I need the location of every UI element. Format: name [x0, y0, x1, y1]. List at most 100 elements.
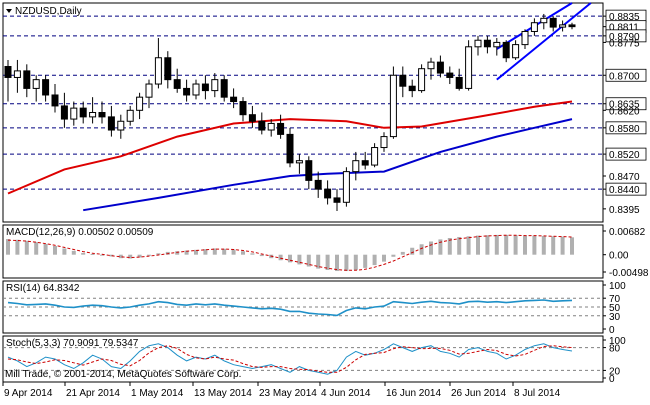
candle [154, 38, 162, 89]
candle [483, 35, 491, 54]
y-tick-label: 100 [609, 336, 626, 347]
candle-body [521, 30, 529, 46]
macd-bar [447, 238, 452, 255]
candle-body [371, 147, 379, 166]
macd-bar [288, 254, 292, 263]
rsi-title: RSI(14) 64.8342 [6, 283, 80, 294]
candle-body [42, 79, 50, 96]
candle [455, 68, 463, 91]
candle-body [380, 136, 388, 149]
candle [305, 156, 313, 190]
candle-body [239, 101, 247, 116]
candle [192, 79, 200, 100]
candle [79, 101, 87, 124]
candle [201, 75, 209, 100]
candle [408, 79, 416, 98]
y-tick-label: 0.8635 [609, 100, 640, 111]
y-tick-label: 0.8470 [609, 172, 640, 183]
candle-body [258, 120, 266, 131]
candle-body [512, 44, 520, 59]
candle [502, 40, 510, 63]
macd-bar [494, 234, 499, 255]
macd-bar [316, 254, 321, 269]
y-tick-label: 0.8440 [609, 185, 640, 196]
macd-bar [551, 236, 556, 255]
candle [239, 97, 247, 122]
y-tick-label: 100 [609, 281, 626, 292]
candle [145, 79, 153, 109]
y-tick-label: 0.8520 [609, 150, 640, 161]
candle-body [136, 96, 144, 111]
x-tick-label: 8 Jul 2014 [514, 388, 561, 399]
candle [164, 51, 172, 89]
macd-signal-line [7, 234, 573, 271]
macd-bar [335, 254, 339, 272]
candle-body [314, 179, 322, 190]
macd-bar [476, 235, 480, 255]
dropdown-icon [6, 9, 12, 13]
macd-bar [203, 249, 208, 255]
macd-bar [541, 235, 546, 255]
y-tick-label: 0.00682 [609, 227, 646, 238]
x-tick-label: 16 Jun 2014 [386, 388, 441, 399]
macd-bar [231, 249, 236, 255]
y-tick-label: 20 [609, 366, 621, 377]
candle-body [211, 79, 219, 92]
trend-channel-line [496, 2, 592, 81]
candle [389, 66, 397, 139]
macd-bar [71, 250, 76, 255]
candle [474, 35, 482, 56]
y-tick-label: 0.8580 [609, 124, 640, 135]
macd-bar [325, 254, 330, 270]
candle-body [530, 22, 538, 32]
candle-body [474, 39, 482, 48]
x-tick-label: 23 May 2014 [259, 388, 317, 399]
candle-body [418, 68, 426, 92]
candle-body [107, 116, 115, 131]
macd-bar [372, 254, 377, 266]
macd-bar [43, 243, 48, 255]
macd-bar [523, 235, 527, 255]
macd-bar [513, 235, 518, 255]
candle-body [173, 79, 181, 89]
candle-body [483, 39, 491, 48]
candle-body [568, 24, 576, 28]
candle [446, 66, 454, 85]
macd-bar [34, 242, 39, 255]
stoch-signal-line [7, 345, 573, 373]
candle-body [51, 94, 59, 107]
candle [521, 29, 529, 49]
candle-body [192, 83, 200, 96]
candle [559, 20, 567, 32]
macd-bar [504, 234, 509, 255]
macd-bar [363, 254, 368, 268]
candle [60, 92, 68, 128]
candle-body [70, 107, 78, 120]
candle [13, 59, 21, 93]
candle [183, 79, 191, 102]
macd-bar [24, 240, 29, 255]
candle [211, 73, 219, 98]
macd-bar [212, 248, 217, 255]
candle-body [427, 61, 435, 70]
candle [418, 64, 426, 93]
y-tick-label: 0.8620 [609, 106, 640, 117]
candle-body [164, 57, 172, 81]
candle-body [248, 114, 256, 122]
macd-bar [419, 244, 424, 255]
candle [493, 38, 501, 56]
macd-bar [6, 239, 10, 255]
candle [23, 64, 31, 98]
candle [530, 18, 538, 36]
y-tick-label: 0.8811 [609, 23, 639, 34]
macd-title: MACD(12,26,9) 0.00502 0.00509 [6, 227, 154, 238]
y-tick-label: 70 [609, 294, 621, 305]
candle [51, 84, 59, 113]
candle-body [13, 70, 21, 78]
candle [399, 66, 407, 98]
rsi-line [7, 299, 573, 317]
candle [427, 57, 435, 80]
candle-body [277, 122, 285, 135]
candle-body [324, 188, 332, 199]
